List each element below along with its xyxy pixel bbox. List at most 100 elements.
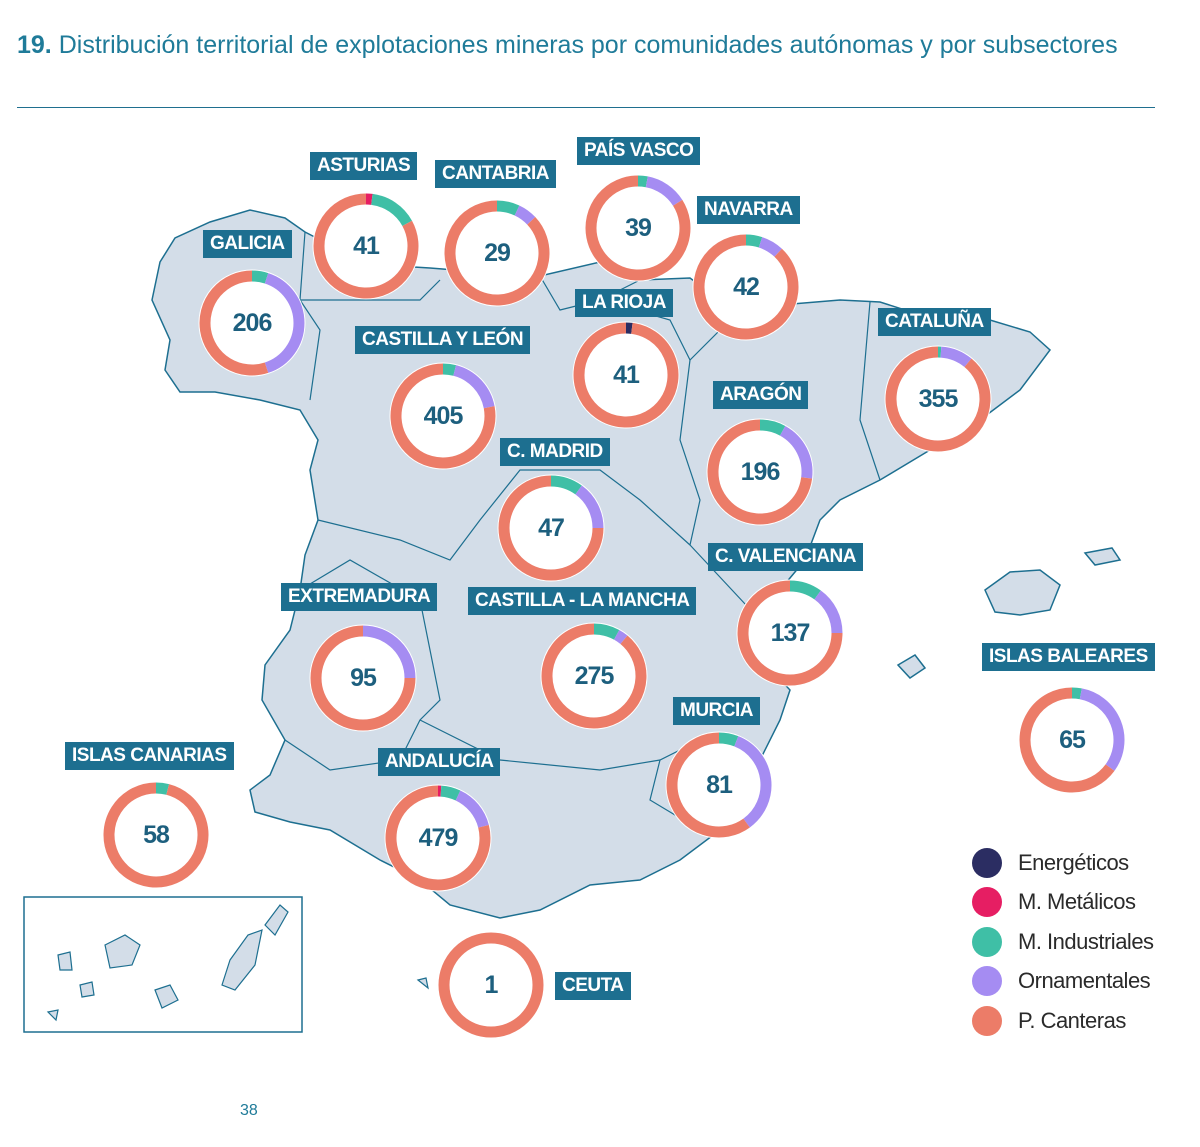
industriales-swatch (972, 926, 1002, 957)
segment-industriales (1071, 687, 1082, 700)
segment-canteras (885, 346, 991, 452)
canary-islands (46, 904, 289, 1022)
segment-canteras (1019, 687, 1115, 793)
segment-canteras (438, 932, 544, 1038)
label-aragon: ARAGÓN (713, 381, 809, 409)
donut-castilla-y-leon (389, 362, 497, 470)
label-ceuta: CEUTA (555, 972, 631, 1000)
label-castilla-y-leon: CASTILLA Y LEÓN (355, 326, 531, 354)
label-navarra: NAVARRA (697, 196, 800, 224)
donut-center (443, 199, 551, 307)
segment-ornamentales (645, 176, 683, 206)
total-islas-baleares: 65 (1059, 726, 1086, 754)
segment-ornamentales (779, 425, 813, 479)
total-castilla-la-mancha: 275 (574, 662, 615, 690)
total-la-rioja: 41 (613, 361, 640, 389)
donut-center (309, 624, 417, 732)
legend-item-metalicos: M. Metálicos (972, 883, 1154, 923)
donut-center (497, 474, 605, 582)
donut-center (198, 269, 306, 377)
segment-ornamentales (814, 590, 843, 634)
figure-number: 19. (17, 31, 52, 59)
total-c-madrid: 47 (538, 514, 565, 542)
legend-item-ornamentales: Ornamentales (972, 962, 1154, 1002)
segment-canteras (199, 270, 269, 376)
donut-c-madrid (497, 474, 605, 582)
total-c-valenciana: 137 (770, 619, 811, 647)
segment-industriales (637, 175, 648, 188)
menorca-shape (1083, 547, 1122, 566)
donut-center (437, 931, 545, 1039)
segment-ornamentales (514, 205, 536, 225)
label-cataluna: CATALUÑA (878, 308, 991, 336)
donut-andalucia (384, 784, 492, 892)
donut-center (1018, 686, 1126, 794)
label-castilla-la-mancha: CASTILLA - LA MANCHA (468, 587, 697, 615)
segment-ornamentales (575, 485, 604, 529)
donut-asturias (312, 192, 420, 300)
label-andalucia: ANDALUCÍA (378, 748, 501, 776)
legend: Energéticos M. Metálicos M. Industriales… (972, 843, 1154, 1041)
segment-ornamentales (453, 365, 495, 409)
label-c-madrid: C. MADRID (500, 438, 610, 466)
donut-galicia (198, 269, 306, 377)
segment-ornamentales (1079, 688, 1125, 771)
label-c-valenciana: C. VALENCIANA (708, 543, 863, 571)
donut-cataluna (884, 345, 992, 453)
title-divider (17, 107, 1155, 108)
segment-canteras (666, 732, 750, 838)
segment-industriales (789, 580, 821, 600)
segment-canteras (385, 785, 491, 891)
segment-industriales (759, 419, 786, 436)
segment-ornamentales (734, 736, 772, 828)
donut-center (692, 233, 800, 341)
donut-islas-canarias (102, 781, 210, 889)
label-pais-vasco: PAÍS VASCO (577, 137, 701, 165)
total-andalucia: 479 (418, 824, 459, 852)
donut-center (540, 622, 648, 730)
donut-center (884, 345, 992, 453)
segment-canteras (585, 175, 691, 281)
donut-center (736, 579, 844, 687)
segment-canteras (390, 363, 496, 469)
segment-industriales (440, 785, 461, 801)
label-cantabria: CANTABRIA (435, 160, 557, 188)
total-castilla-y-leon: 405 (423, 402, 464, 430)
segment-canteras (103, 782, 209, 888)
total-islas-canarias: 58 (143, 821, 170, 849)
canteras-swatch (972, 1005, 1002, 1036)
total-murcia: 81 (706, 771, 733, 799)
segment-industriales (155, 782, 170, 795)
donut-center (389, 362, 497, 470)
donut-navarra (692, 233, 800, 341)
total-ceuta: 1 (484, 971, 499, 999)
donut-la-rioja (572, 321, 680, 429)
segment-industriales (496, 200, 520, 216)
segment-canteras (707, 419, 813, 525)
label-islas-canarias: ISLAS CANARIAS (65, 742, 234, 770)
metalicos-swatch (972, 887, 1002, 918)
donut-aragon (706, 418, 814, 526)
donut-center (706, 418, 814, 526)
ornamentales-swatch (972, 966, 1002, 997)
segment-industriales (442, 363, 457, 376)
label-la-rioja: LA RIOJA (575, 289, 673, 317)
segment-industriales (718, 732, 739, 747)
segment-ornamentales (362, 625, 416, 679)
segment-industriales (550, 475, 582, 495)
legend-item-industriales: M. Industriales (972, 922, 1154, 962)
donut-center (572, 321, 680, 429)
total-galicia: 206 (232, 309, 273, 337)
donut-center (312, 192, 420, 300)
segment-canteras (573, 322, 679, 428)
segment-ornamentales (758, 237, 782, 257)
label-murcia: MURCIA (673, 697, 760, 725)
segment-canteras (693, 234, 799, 340)
total-aragon: 196 (740, 458, 781, 486)
segment-ornamentales (455, 790, 489, 828)
page-title: 19. Distribución territorial de explotac… (17, 28, 1167, 63)
donut-islas-baleares (1018, 686, 1126, 794)
mallorca-shape (984, 569, 1061, 616)
donut-center (584, 174, 692, 282)
segment-canteras (498, 475, 604, 581)
